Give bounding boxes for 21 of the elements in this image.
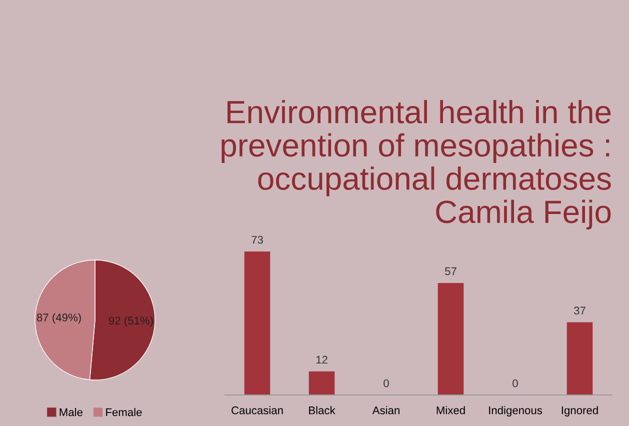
x-tick-label: Asian xyxy=(372,406,400,414)
x-tick-label: Mixed xyxy=(436,406,465,414)
data-label: 37 xyxy=(574,306,586,315)
legend-label: Male xyxy=(60,408,82,416)
bar xyxy=(244,251,270,395)
bar xyxy=(308,371,335,395)
data-label: 92 (51%) xyxy=(108,316,153,327)
data-label: 0 xyxy=(384,379,389,388)
data-label: 57 xyxy=(445,267,456,276)
data-label: 12 xyxy=(316,356,328,364)
x-tick-label: Ignored xyxy=(562,406,598,416)
bar xyxy=(438,282,464,395)
chart-title: Environmental health in the prevention of mesopathies : occupational dermatoses Camila Feijo xyxy=(222,100,611,230)
x-tick-label: Caucasian xyxy=(232,406,283,414)
data-label: 87 (49%) xyxy=(36,313,81,324)
data-label: 73 xyxy=(252,236,263,244)
bar xyxy=(566,322,593,395)
data-label: 0 xyxy=(512,379,518,388)
x-tick-label: Indigenous xyxy=(489,406,542,416)
x-tick-label: Black xyxy=(309,406,336,414)
legend-label: Female xyxy=(106,408,142,416)
